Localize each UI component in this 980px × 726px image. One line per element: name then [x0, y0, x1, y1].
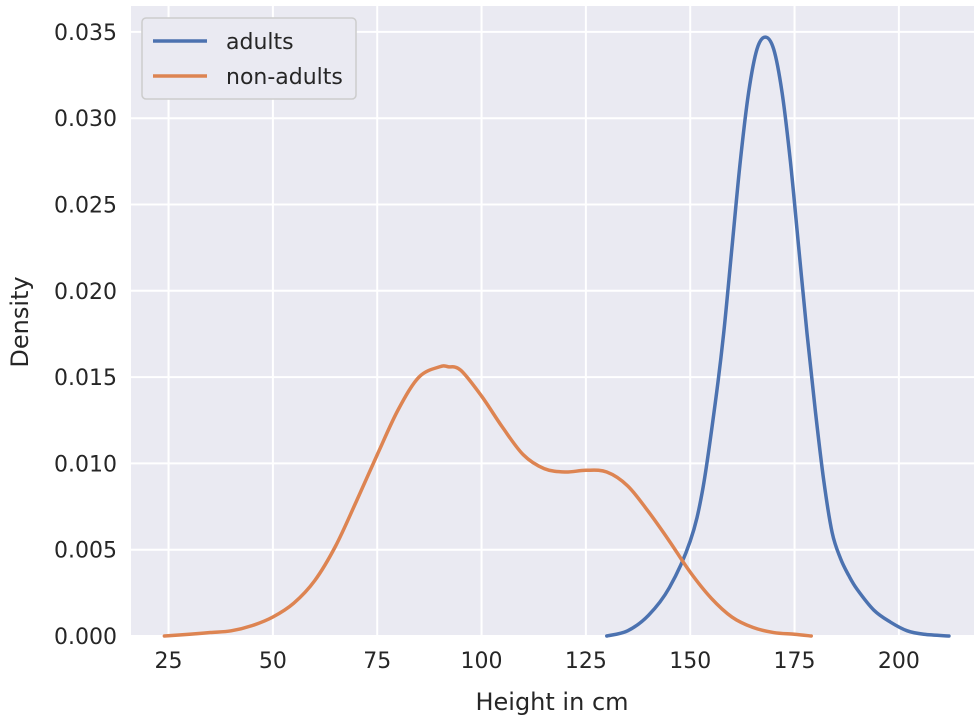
- x-tick-label: 150: [669, 649, 711, 674]
- series-lines: [162, 35, 951, 638]
- y-tick-labels: 0.000 0.005 0.010 0.015 0.020 0.025 0.030 0.035: [54, 21, 117, 650]
- y-tick-label: 0.035: [54, 21, 117, 46]
- y-tick-label: 0.010: [54, 452, 117, 477]
- legend-label-adults: adults: [226, 30, 294, 55]
- y-tick-label: 0.015: [54, 366, 117, 391]
- y-axis-label: Density: [6, 276, 34, 367]
- grid-lines: [131, 6, 974, 637]
- x-tick-label: 125: [565, 649, 607, 674]
- plot-background: [131, 6, 974, 636]
- x-tick-labels: 25 50 75 100 125 150 175 200: [155, 649, 920, 674]
- x-tick-label: 50: [259, 649, 287, 674]
- legend-label-non-adults: non-adults: [226, 65, 343, 90]
- x-tick-label: 75: [363, 649, 391, 674]
- series-line-non-adults: [162, 364, 813, 638]
- legend: adults non-adults: [141, 17, 357, 100]
- x-axis-label: Height in cm: [475, 688, 628, 716]
- x-tick-label: 175: [774, 649, 816, 674]
- y-tick-label: 0.020: [54, 280, 117, 305]
- y-tick-label: 0.030: [54, 107, 117, 132]
- y-tick-label: 0.005: [54, 539, 117, 564]
- x-tick-label: 25: [155, 649, 183, 674]
- x-tick-label: 200: [878, 649, 920, 674]
- legend-box: [141, 17, 357, 100]
- x-tick-label: 100: [461, 649, 503, 674]
- y-tick-label: 0.025: [54, 193, 117, 218]
- y-tick-label: 0.000: [54, 625, 117, 650]
- series-line-adults: [605, 35, 951, 638]
